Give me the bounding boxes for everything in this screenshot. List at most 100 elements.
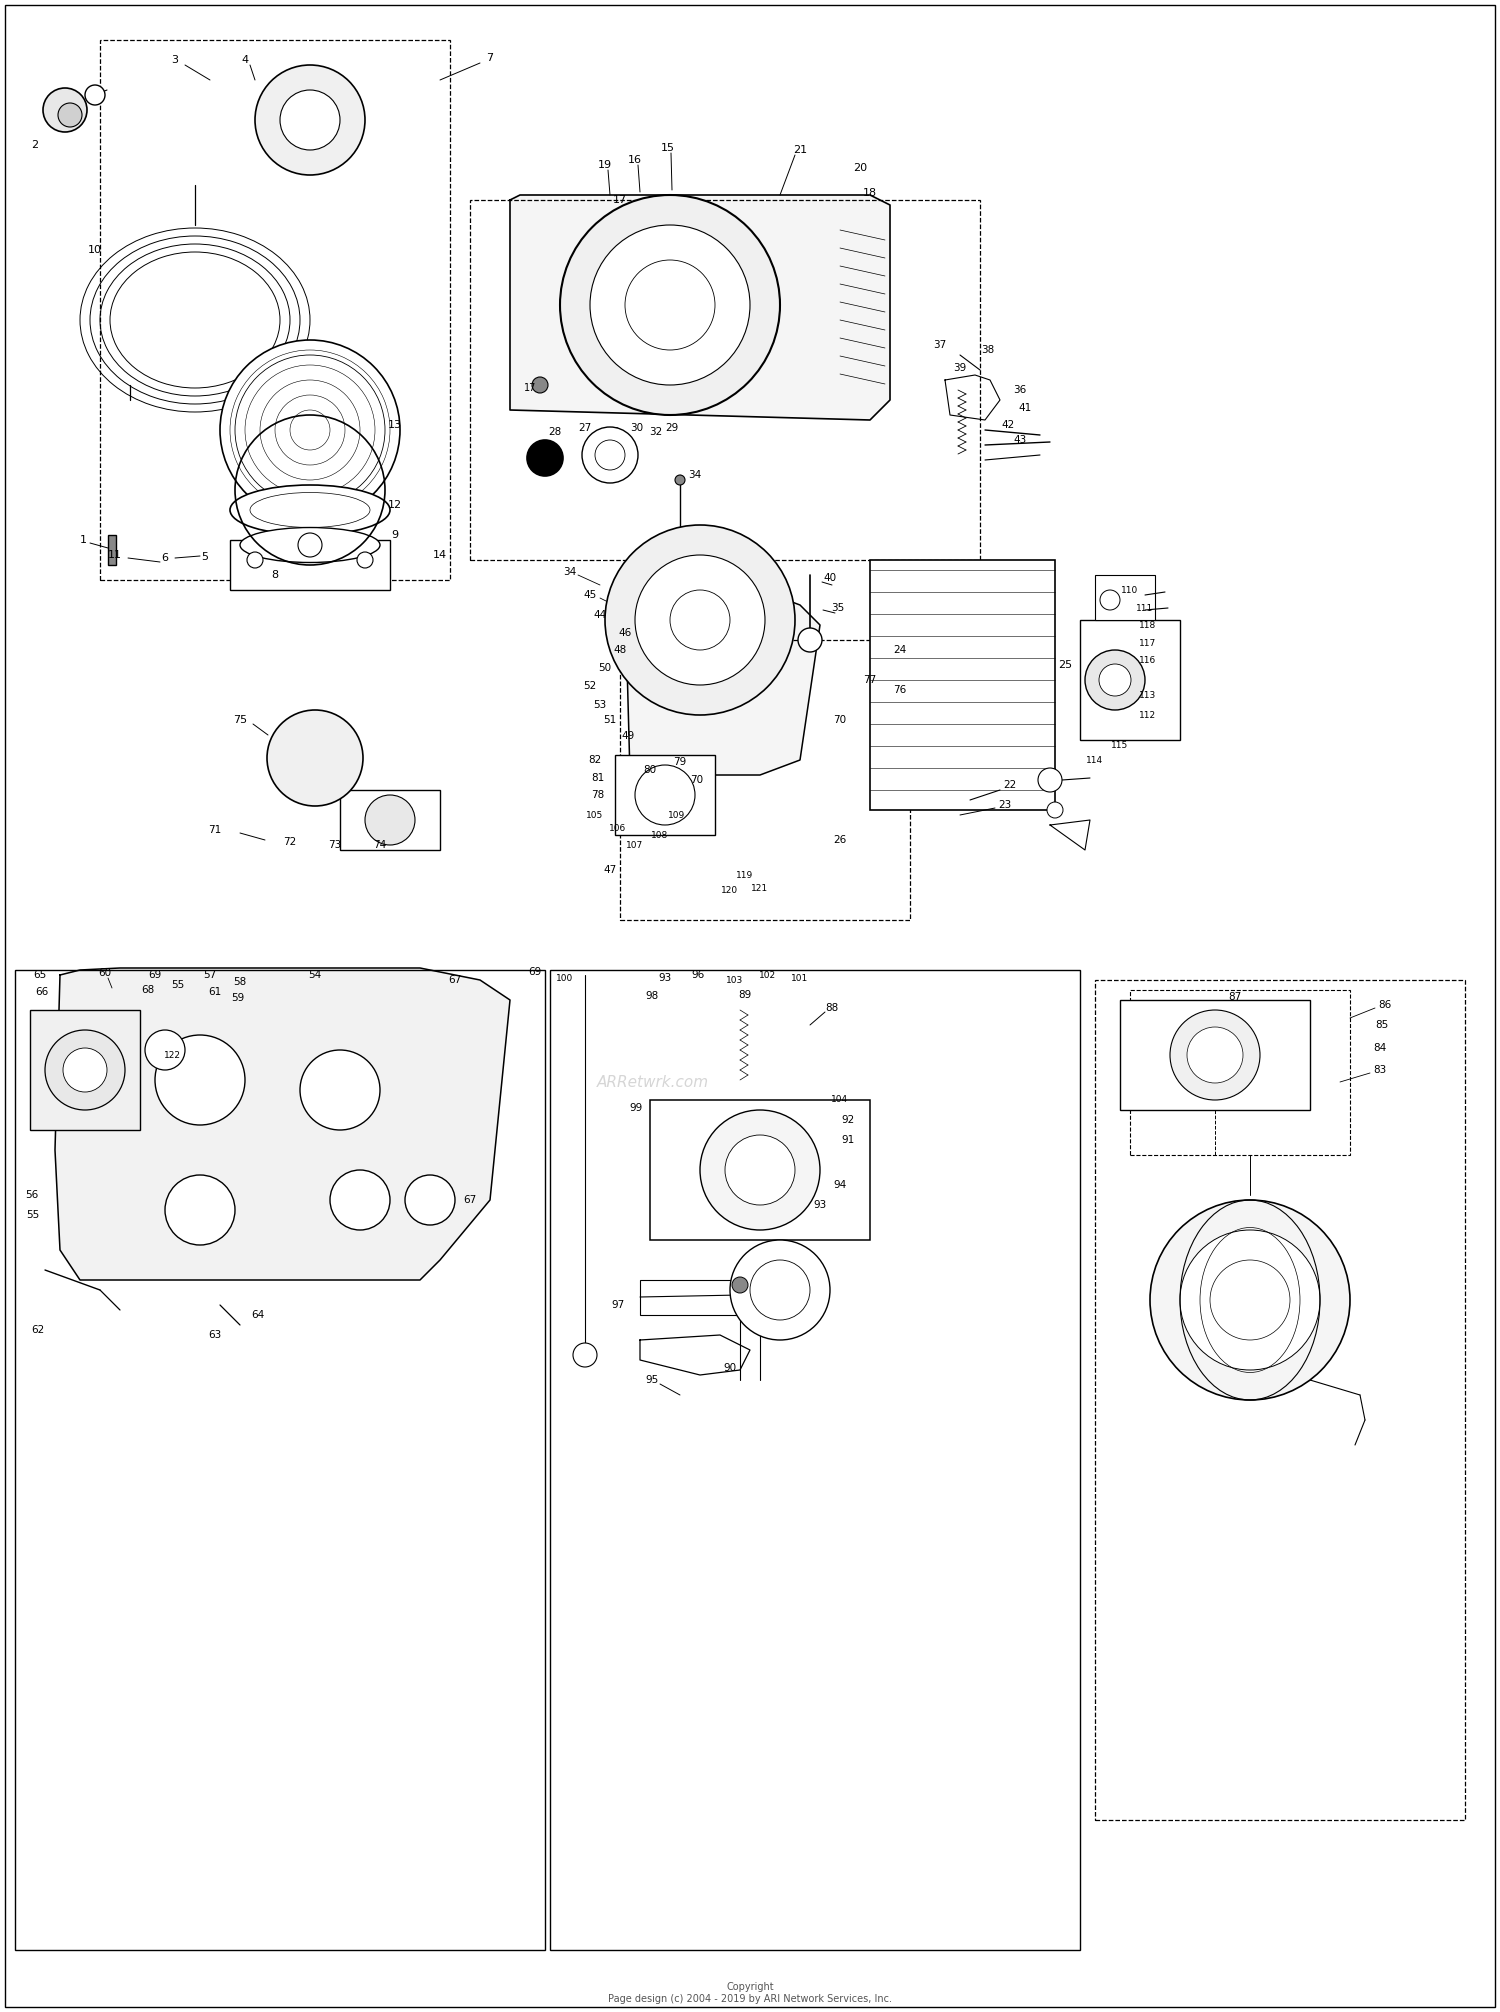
Text: 26: 26	[834, 835, 846, 845]
Circle shape	[526, 441, 562, 477]
Text: 55: 55	[27, 1209, 39, 1219]
Circle shape	[63, 1048, 106, 1093]
Text: 58: 58	[234, 978, 246, 988]
Text: 46: 46	[618, 628, 632, 638]
Text: 53: 53	[594, 700, 606, 710]
Text: 14: 14	[433, 549, 447, 559]
Circle shape	[86, 85, 105, 105]
Circle shape	[255, 64, 364, 175]
Ellipse shape	[220, 340, 400, 519]
Text: 75: 75	[232, 714, 248, 724]
Text: 102: 102	[759, 970, 777, 980]
Polygon shape	[56, 968, 510, 1280]
Circle shape	[670, 590, 730, 650]
Circle shape	[634, 555, 765, 684]
Text: 8: 8	[272, 569, 279, 579]
Text: 116: 116	[1140, 656, 1156, 664]
Text: 93: 93	[658, 974, 672, 984]
Bar	[1130, 990, 1350, 1155]
Text: 35: 35	[831, 604, 844, 614]
Circle shape	[267, 710, 363, 807]
Text: 92: 92	[842, 1115, 855, 1125]
Circle shape	[364, 795, 416, 845]
Text: 12: 12	[388, 501, 402, 509]
Circle shape	[330, 1171, 390, 1229]
Polygon shape	[626, 590, 821, 775]
Text: 72: 72	[284, 837, 297, 847]
Text: 65: 65	[33, 970, 46, 980]
Text: 107: 107	[627, 841, 644, 849]
Text: 88: 88	[825, 1004, 839, 1012]
Text: 85: 85	[1376, 1020, 1389, 1030]
Circle shape	[1100, 664, 1131, 696]
Text: 4: 4	[242, 54, 249, 64]
Text: 69: 69	[528, 968, 542, 978]
Text: 121: 121	[752, 883, 768, 893]
Circle shape	[1210, 1260, 1290, 1340]
Text: 90: 90	[723, 1362, 736, 1372]
Text: 64: 64	[252, 1310, 264, 1320]
Text: 48: 48	[614, 646, 627, 656]
Text: 28: 28	[549, 427, 561, 437]
Circle shape	[604, 525, 795, 714]
Polygon shape	[510, 195, 890, 421]
Text: 115: 115	[1112, 740, 1128, 750]
Text: 31: 31	[608, 427, 621, 437]
Text: 10: 10	[88, 245, 102, 256]
Circle shape	[750, 1260, 810, 1320]
Ellipse shape	[236, 354, 386, 505]
Text: 98: 98	[645, 992, 658, 1002]
Bar	[100, 40, 450, 579]
Text: 99: 99	[630, 1103, 642, 1113]
Text: 18: 18	[862, 187, 877, 197]
Text: 13: 13	[388, 421, 402, 431]
Text: 67: 67	[464, 1195, 477, 1205]
Circle shape	[675, 475, 686, 485]
Text: 87: 87	[1228, 992, 1242, 1002]
Circle shape	[300, 1050, 380, 1131]
Bar	[340, 791, 439, 849]
Text: ARRetwrk.com: ARRetwrk.com	[597, 1074, 708, 1091]
Circle shape	[58, 103, 82, 127]
Text: 23: 23	[999, 801, 1011, 811]
Text: 52: 52	[584, 680, 597, 690]
Text: 54: 54	[309, 970, 321, 980]
Text: 61: 61	[209, 988, 222, 998]
Text: 109: 109	[669, 811, 686, 819]
Text: 70: 70	[690, 775, 703, 785]
Text: 62: 62	[32, 1326, 45, 1336]
Text: 122: 122	[164, 1050, 180, 1060]
Circle shape	[146, 1030, 184, 1070]
Text: Copyright
Page design (c) 2004 - 2019 by ARI Network Services, Inc.: Copyright Page design (c) 2004 - 2019 by…	[608, 1982, 892, 2004]
Circle shape	[1150, 1199, 1350, 1400]
Bar	[470, 199, 980, 559]
Text: 68: 68	[141, 986, 154, 996]
Text: 57: 57	[204, 970, 216, 980]
Text: 86: 86	[1378, 1000, 1392, 1010]
Text: 11: 11	[108, 549, 122, 559]
Text: 71: 71	[209, 825, 222, 835]
Circle shape	[573, 1342, 597, 1366]
Circle shape	[1038, 769, 1062, 793]
Text: 36: 36	[1014, 384, 1026, 394]
Text: 112: 112	[1140, 710, 1156, 720]
Circle shape	[1084, 650, 1144, 710]
Text: 32: 32	[650, 427, 663, 437]
Ellipse shape	[251, 493, 370, 527]
Text: 15: 15	[662, 143, 675, 153]
Bar	[1095, 980, 1466, 1821]
Circle shape	[590, 225, 750, 384]
Text: 21: 21	[794, 145, 807, 155]
Text: 25: 25	[1058, 660, 1072, 670]
Text: 77: 77	[864, 674, 876, 684]
Text: 27: 27	[579, 423, 591, 433]
Circle shape	[357, 551, 374, 567]
Text: 84: 84	[1374, 1042, 1386, 1052]
Text: 97: 97	[612, 1300, 624, 1310]
Text: 94: 94	[834, 1179, 846, 1189]
Text: 103: 103	[726, 976, 744, 984]
Text: 34: 34	[688, 471, 702, 481]
Text: 17: 17	[524, 382, 536, 392]
Bar	[650, 1101, 870, 1239]
Text: 5: 5	[201, 551, 208, 561]
